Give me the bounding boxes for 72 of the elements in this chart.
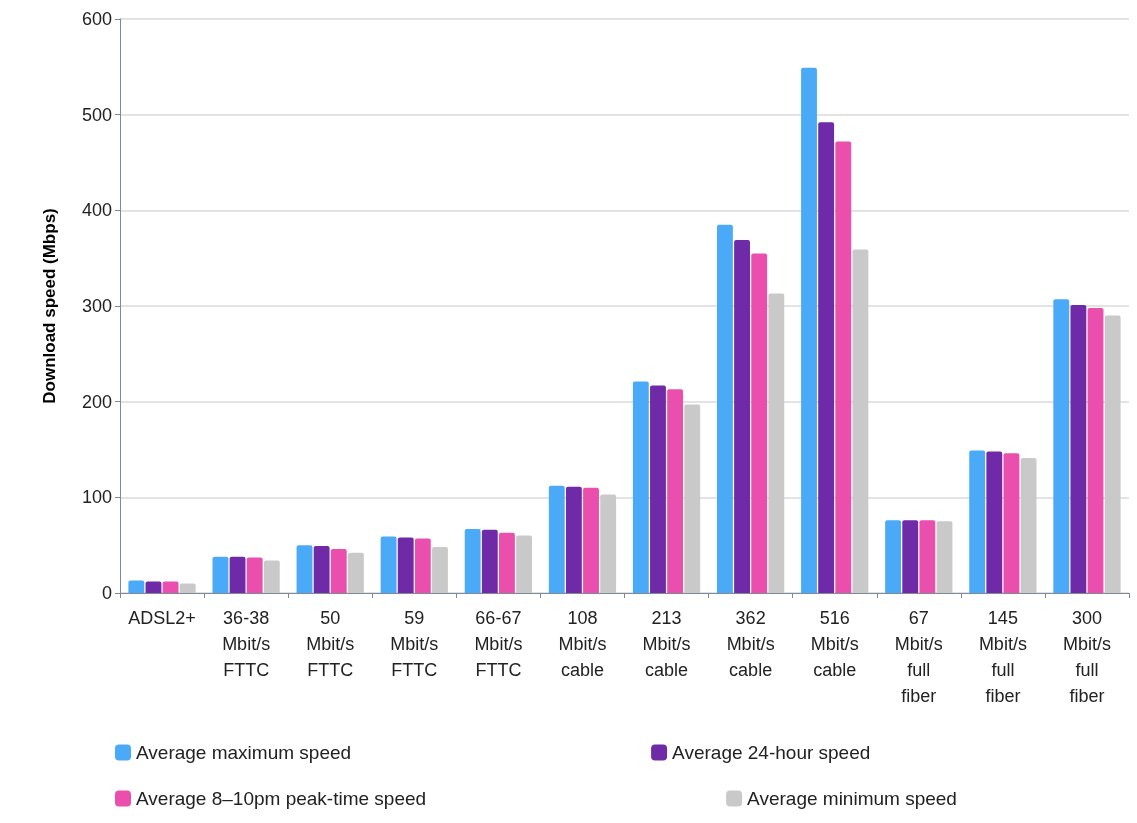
x-tick-label: 108 Mbit/s cable — [558, 608, 607, 680]
y-tick-label: 100 — [81, 487, 112, 508]
bar — [852, 249, 869, 593]
bar — [650, 385, 666, 593]
legend-label: Average minimum speed — [747, 788, 957, 809]
bar — [565, 486, 582, 593]
bar — [464, 528, 481, 593]
bar — [667, 389, 684, 593]
x-tick-label: 145 Mbit/s full fiber — [978, 608, 1027, 706]
bar — [145, 581, 162, 593]
bar — [902, 520, 919, 593]
x-tick-label: 50 Mbit/s FTTC — [306, 608, 355, 680]
y-tick-label: 0 — [101, 583, 112, 603]
bar — [347, 552, 364, 593]
legend-label: Average 8–10pm peak-time speed — [136, 788, 427, 809]
bar — [716, 224, 733, 593]
y-axis-title: Download speed (Mbps) — [40, 208, 59, 404]
bar — [516, 535, 533, 593]
bar — [330, 548, 347, 593]
bar — [499, 532, 515, 593]
y-tick-label: 200 — [81, 391, 112, 412]
bar — [1087, 307, 1104, 593]
bar — [818, 122, 835, 593]
bar — [801, 67, 817, 593]
bar — [1070, 305, 1087, 593]
x-tick-label: ADSL2+ — [128, 608, 196, 628]
bar — [768, 293, 785, 593]
bar — [751, 253, 768, 593]
x-tick-label: 213 Mbit/s cable — [642, 608, 691, 680]
y-tick-label: 300 — [81, 296, 112, 316]
bar — [1020, 458, 1037, 593]
bar — [684, 404, 701, 593]
bar — [313, 546, 330, 593]
x-tick-label: 516 Mbit/s cable — [810, 608, 859, 680]
bar — [734, 239, 750, 593]
bar — [1104, 315, 1121, 593]
x-tick-label: 66-67 Mbit/s FTTC — [474, 608, 523, 680]
y-tick-label: 400 — [81, 200, 112, 221]
y-tick-label: 500 — [81, 104, 112, 125]
bar — [969, 450, 986, 593]
legend-label: Average maximum speed — [136, 742, 352, 763]
x-tick-label: 59 Mbit/s FTTC — [390, 608, 439, 680]
x-tick-label: 300 Mbit/s full fiber — [1062, 608, 1111, 706]
legend-label: Average 24-hour speed — [672, 742, 871, 763]
bar — [600, 494, 617, 593]
x-tick-label: 67 Mbit/s full fiber — [894, 608, 943, 706]
bar — [414, 538, 431, 593]
bar — [1003, 453, 1020, 593]
bar — [583, 487, 599, 593]
bar — [296, 545, 313, 593]
bar — [1053, 299, 1070, 593]
bar — [432, 547, 448, 593]
bar — [179, 583, 196, 593]
bar — [212, 556, 229, 593]
bar — [986, 451, 1003, 593]
bar — [481, 529, 498, 593]
bar — [128, 580, 145, 593]
bar — [263, 560, 280, 593]
bar — [246, 557, 263, 593]
bar — [229, 556, 246, 593]
bar — [162, 581, 179, 593]
bar — [885, 520, 902, 593]
bar — [380, 536, 397, 593]
bar — [397, 537, 414, 593]
bar — [632, 381, 649, 593]
x-tick-label: 36-38 Mbit/s FTTC — [222, 608, 271, 680]
x-tick-label: 362 Mbit/s cable — [726, 608, 775, 680]
bar — [919, 520, 936, 593]
bar — [548, 485, 565, 593]
bar — [936, 521, 953, 593]
y-tick-label: 600 — [81, 9, 112, 29]
bar — [835, 141, 852, 593]
